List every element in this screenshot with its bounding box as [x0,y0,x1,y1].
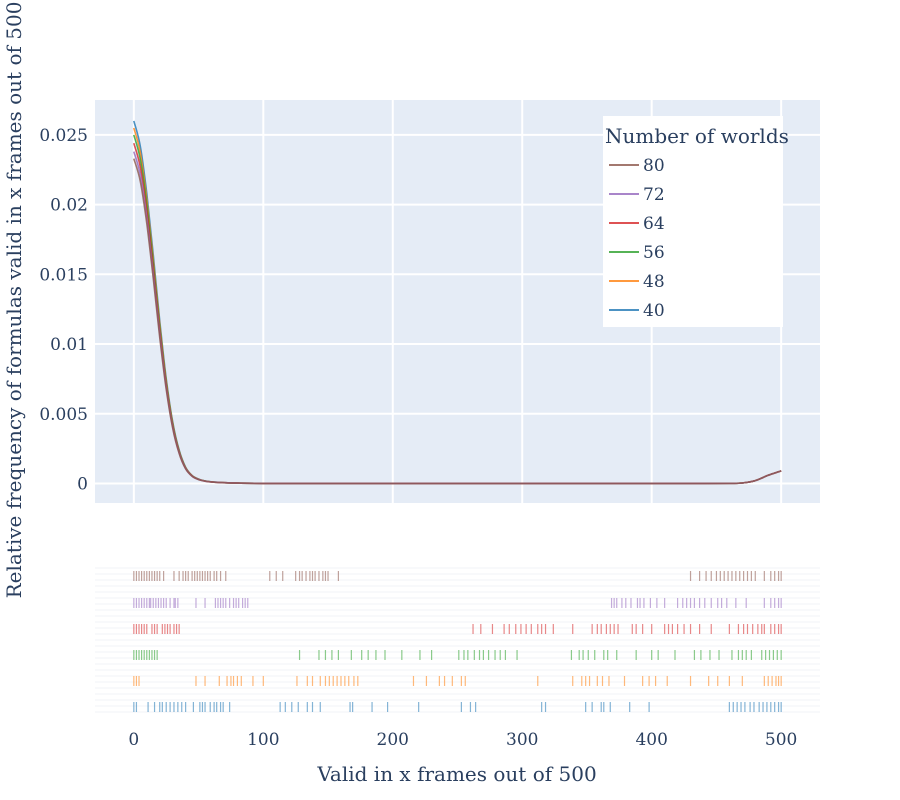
x-axis-title: Valid in x frames out of 500 [316,762,596,786]
x-tick-label: 300 [506,730,538,750]
y-tick-labels: 0 0.005 0.01 0.015 0.02 0.025 [39,126,88,495]
x-tick-labels: 0 100 200 300 400 500 [128,730,797,750]
y-tick-label: 0.02 [50,196,88,216]
y-tick-label: 0.01 [50,335,88,355]
x-tick-label: 500 [765,730,797,750]
legend-label-40: 40 [643,301,665,321]
x-tick-label: 400 [635,730,667,750]
y-axis-title: Relative frequency of formulas valid in … [2,2,26,599]
legend-box [603,116,783,327]
legend-title: Number of worlds [605,124,789,148]
y-tick-label: 0.005 [39,405,88,425]
rug-plot-background [95,566,820,718]
legend-label-48: 48 [643,272,665,292]
legend: Number of worlds 80 72 64 56 48 40 [603,116,789,327]
legend-label-72: 72 [643,185,665,205]
x-tick-label: 0 [128,730,139,750]
x-tick-label: 100 [247,730,279,750]
legend-label-80: 80 [643,156,665,176]
series-line-80 [133,158,782,485]
x-tick-label: 200 [377,730,409,750]
legend-label-56: 56 [643,243,665,263]
density-lines [133,120,782,485]
y-tick-label: 0.015 [39,265,88,285]
y-tick-label: 0.025 [39,126,88,146]
rug-marks [133,571,782,712]
y-tick-label: 0 [77,474,88,494]
legend-label-64: 64 [643,214,665,234]
